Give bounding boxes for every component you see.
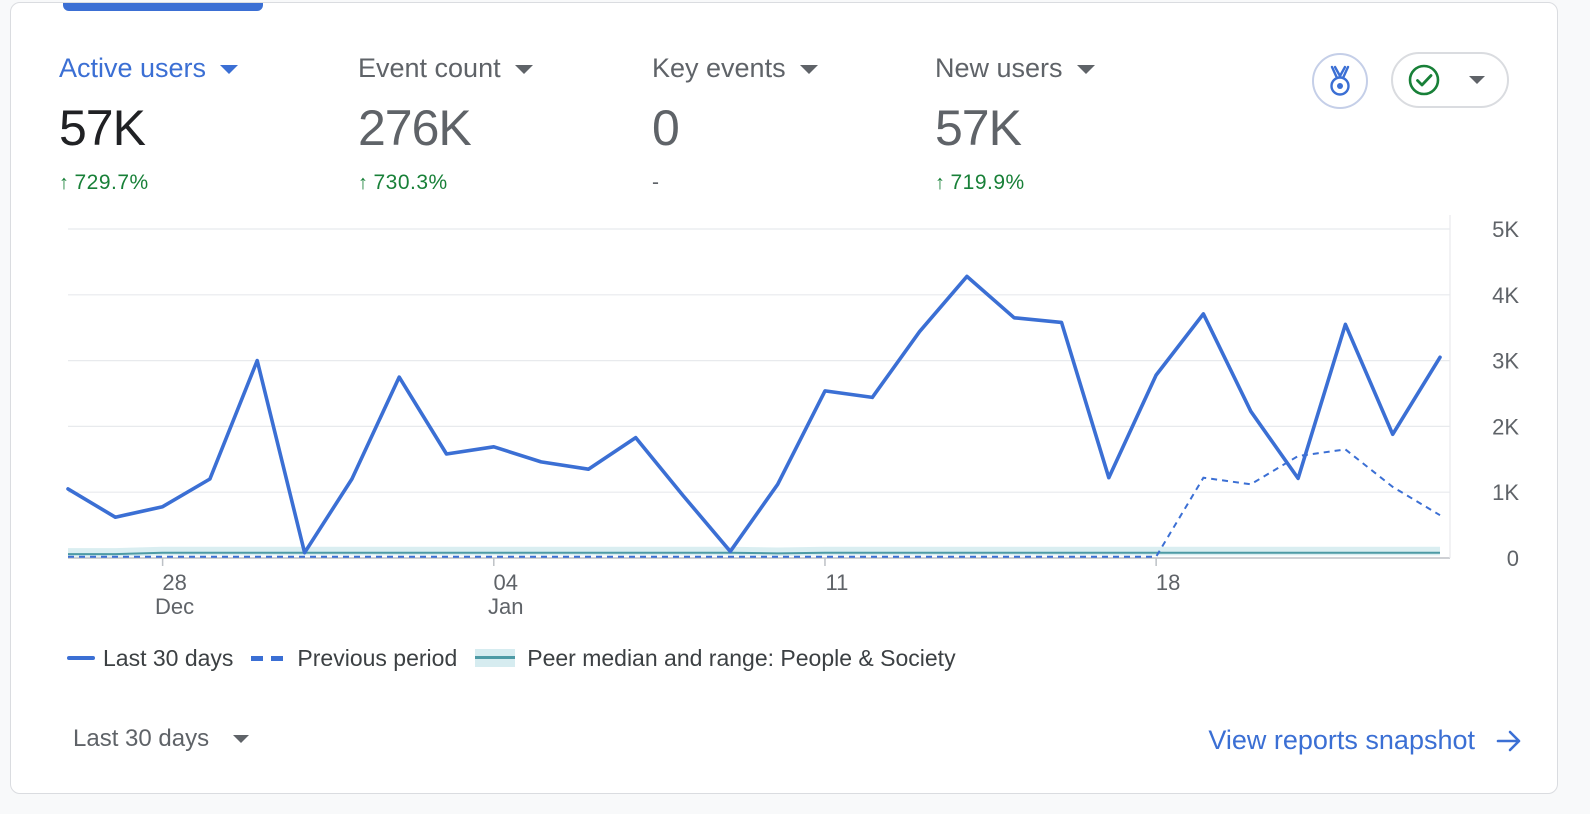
legend-label: Last 30 days [103, 644, 234, 671]
metric-value: 57K [59, 100, 146, 156]
peer-range-band [68, 546, 1440, 557]
dashed-line-swatch [251, 655, 288, 661]
metric-value: 0 [652, 100, 680, 156]
legend-item-previous-period[interactable]: Previous period [251, 645, 457, 672]
last-30-days-line [66, 274, 1442, 555]
x-tick-sublabel: Jan [488, 594, 523, 619]
link-label: View reports snapshot [1208, 725, 1475, 755]
metric-event-count[interactable]: Event count 276K ↑ 730.3% [358, 53, 533, 195]
x-tick-label: 04 [494, 570, 518, 595]
data-quality-status-button[interactable] [1391, 52, 1509, 108]
peer-median-line [68, 551, 1440, 556]
legend-item-last-30-days[interactable]: Last 30 days [67, 645, 233, 672]
y-tick-label: 5K [1492, 217, 1519, 242]
metric-change-value: 729.7% [74, 171, 149, 194]
band-swatch [475, 649, 516, 667]
caret-down-icon[interactable] [514, 64, 533, 74]
caret-down-icon[interactable] [1076, 64, 1095, 74]
x-tick-label: 18 [1156, 570, 1180, 595]
metric-change: ↑ 730.3% [358, 171, 533, 195]
metric-change: ↑ 719.9% [935, 171, 1095, 195]
metric-label: New users [935, 52, 1063, 83]
medal-icon [1330, 65, 1350, 96]
legend-label: Previous period [297, 644, 458, 671]
metric-value: 57K [935, 100, 1022, 156]
solid-line-swatch [67, 656, 95, 660]
metric-change: - [652, 171, 818, 195]
caret-down-icon[interactable] [799, 64, 818, 74]
arrow-up-icon: ↑ [358, 171, 369, 194]
metric-active-users[interactable]: Active users 57K ↑ 729.7% [59, 52, 239, 195]
caret-down-icon [1469, 76, 1485, 84]
y-tick-label: 2K [1492, 414, 1519, 439]
chart-grid [68, 215, 1451, 559]
metric-key-events[interactable]: Key events 0 - [652, 53, 818, 195]
previous-period-line [68, 448, 1441, 558]
insights-badge-button[interactable] [1312, 53, 1368, 109]
caret-down-icon [233, 735, 250, 743]
metric-change-value: 719.9% [950, 171, 1025, 194]
legend-item-peer[interactable]: Peer median and range: People & Society [475, 644, 956, 672]
metric-header[interactable]: Active users [59, 52, 239, 83]
check-circle-icon [1408, 64, 1440, 96]
arrow-right-icon [1496, 730, 1521, 751]
arrow-up-icon: ↑ [59, 171, 70, 194]
metric-value: 276K [358, 100, 472, 156]
peer-band [68, 546, 1440, 557]
y-tick-label: 1K [1492, 480, 1519, 505]
y-axis: 0 1K 2K 3K 4K 5K [1492, 217, 1519, 571]
y-tick-label: 4K [1492, 283, 1519, 308]
metric-change-value: - [652, 171, 660, 194]
metric-new-users[interactable]: New users 57K ↑ 719.9% [935, 53, 1095, 195]
metric-label: Key events [652, 52, 786, 83]
x-tick-label: 11 [826, 570, 849, 595]
arrow-up-icon: ↑ [935, 171, 946, 194]
metric-header[interactable]: Event count [358, 53, 533, 83]
metric-header[interactable]: New users [935, 53, 1095, 83]
selected-tab-indicator [63, 3, 263, 11]
caret-down-icon[interactable] [220, 64, 239, 74]
metric-header[interactable]: Key events [652, 53, 818, 83]
metric-label: Active users [59, 52, 207, 83]
view-reports-snapshot-link[interactable]: View reports snapshot [1208, 725, 1523, 756]
y-tick-label: 0 [1507, 546, 1519, 571]
date-range-dropdown[interactable]: Last 30 days [73, 725, 250, 753]
date-range-label: Last 30 days [73, 725, 210, 752]
x-tick-sublabel: Dec [155, 594, 194, 619]
metric-label: Event count [358, 52, 501, 83]
metric-change: ↑ 729.7% [59, 171, 238, 195]
active-users-card: Active users 57K ↑ 729.7% Event count 27… [10, 2, 1558, 794]
legend-label: Peer median and range: People & Society [527, 644, 956, 671]
chart-legend: Last 30 days Previous period Peer median… [67, 643, 974, 673]
metric-change-value: 730.3% [373, 171, 448, 194]
chart-series [66, 274, 1442, 558]
y-tick-label: 3K [1492, 349, 1519, 374]
x-tick-label: 28 [162, 570, 186, 595]
